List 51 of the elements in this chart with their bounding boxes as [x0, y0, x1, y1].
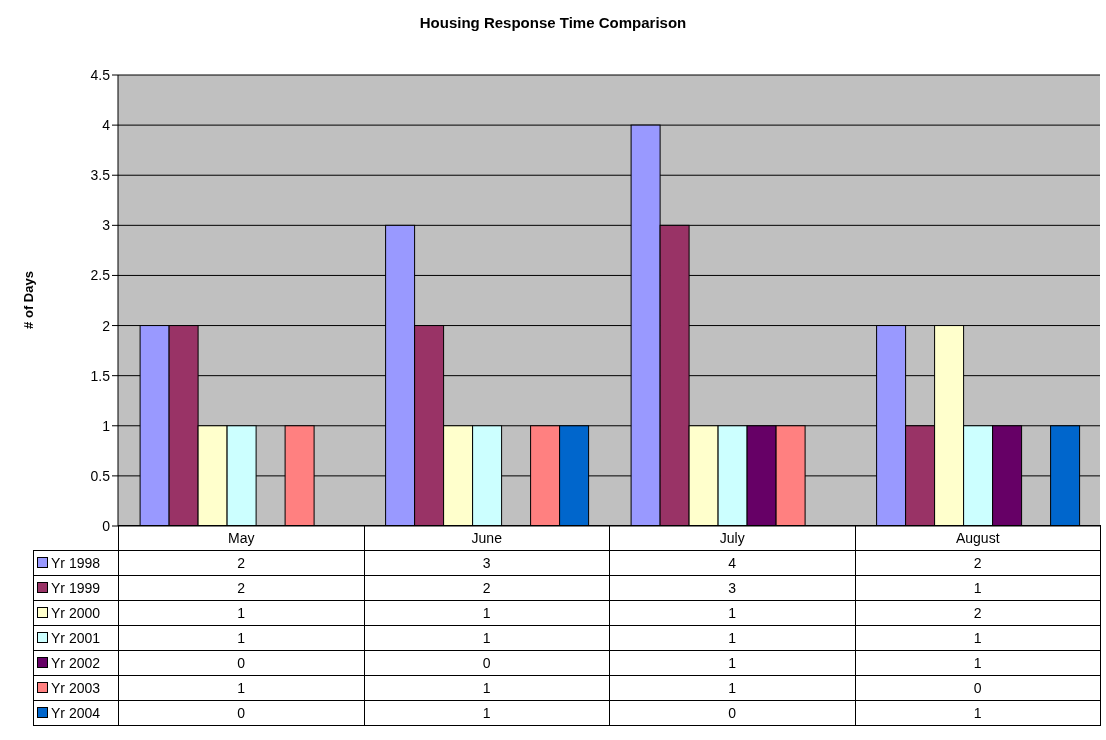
y-tick-label: 2: [102, 317, 111, 334]
data-label: 0: [118, 700, 364, 726]
legend-label: Yr 1999: [33, 575, 119, 601]
data-label: 1: [609, 600, 855, 626]
x-tick-label: May: [118, 525, 364, 551]
x-tick-label: July: [609, 525, 855, 551]
y-axis-title: # of Days: [20, 271, 36, 329]
y-tick-label: 4: [102, 117, 111, 134]
data-label: 1: [118, 675, 364, 701]
chart-title: Housing Response Time Comparison: [418, 14, 688, 31]
data-label: 2: [364, 575, 610, 601]
data-label: 1: [855, 650, 1101, 676]
data-label: 1: [364, 625, 610, 651]
legend-label: Yr 2000: [33, 600, 119, 626]
data-label: 2: [118, 550, 364, 576]
y-tick-label: 3: [102, 217, 111, 234]
x-tick-label: August: [855, 525, 1101, 551]
data-label: 2: [118, 575, 364, 601]
legend-label: Yr 1998: [33, 550, 119, 576]
data-label: 1: [118, 625, 364, 651]
y-tick-label: 0: [102, 517, 111, 534]
data-label: 1: [609, 675, 855, 701]
y-tick-label: 4.5: [90, 66, 111, 83]
data-label: 1: [364, 700, 610, 726]
data-label: 0: [855, 675, 1101, 701]
data-label: 1: [855, 700, 1101, 726]
data-label: 0: [609, 700, 855, 726]
data-label: 1: [364, 675, 610, 701]
data-label: 2: [855, 550, 1101, 576]
data-label: 1: [609, 650, 855, 676]
data-label: 1: [609, 625, 855, 651]
data-label: 2: [855, 600, 1101, 626]
x-tick-label: June: [364, 525, 610, 551]
y-tick-label: 3.5: [90, 167, 111, 184]
legend-label: Yr 2003: [33, 675, 119, 701]
y-tick-label: 2.5: [90, 267, 111, 284]
data-label: 1: [855, 575, 1101, 601]
legend-label: Yr 2001: [33, 625, 119, 651]
data-label: 3: [364, 550, 610, 576]
data-label: 1: [118, 600, 364, 626]
data-label: 1: [364, 600, 610, 626]
y-tick-label: 0.5: [90, 467, 111, 484]
data-label: 4: [609, 550, 855, 576]
y-tick-label: 1.5: [90, 367, 111, 384]
data-label: 0: [118, 650, 364, 676]
legend-label: Yr 2002: [33, 650, 119, 676]
data-label: 1: [855, 625, 1101, 651]
legend-label: Yr 2004: [33, 700, 119, 726]
data-label: 0: [364, 650, 610, 676]
data-label: 3: [609, 575, 855, 601]
y-tick-label: 1: [102, 417, 111, 434]
